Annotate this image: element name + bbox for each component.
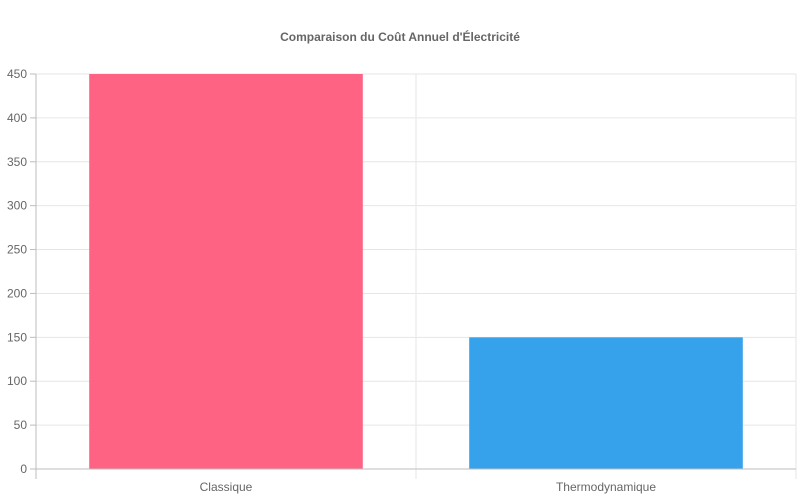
y-tick-label: 250 bbox=[7, 243, 27, 257]
y-tick-label: 350 bbox=[7, 155, 27, 169]
bar-thermodynamique bbox=[469, 337, 743, 469]
y-tick-label: 0 bbox=[20, 462, 27, 476]
y-tick-label: 150 bbox=[7, 330, 27, 344]
y-tick-label: 450 bbox=[7, 67, 27, 81]
x-tick-label: Classique bbox=[200, 480, 253, 494]
y-tick-label: 200 bbox=[7, 286, 27, 300]
x-axis-tick-labels: Classique Thermodynamique bbox=[200, 480, 657, 494]
axes bbox=[30, 73, 796, 479]
y-axis-tick-labels: 0 50 100 150 200 250 300 350 400 450 bbox=[7, 67, 27, 476]
chart-title: Comparaison du Coût Annuel d'Électricité bbox=[280, 29, 520, 44]
bars bbox=[89, 74, 743, 469]
y-tick-label: 400 bbox=[7, 111, 27, 125]
y-tick-label: 100 bbox=[7, 374, 27, 388]
y-tick-label: 50 bbox=[14, 418, 28, 432]
y-tick-label: 300 bbox=[7, 199, 27, 213]
x-tick-label: Thermodynamique bbox=[556, 480, 656, 494]
bar-classique bbox=[89, 74, 363, 469]
